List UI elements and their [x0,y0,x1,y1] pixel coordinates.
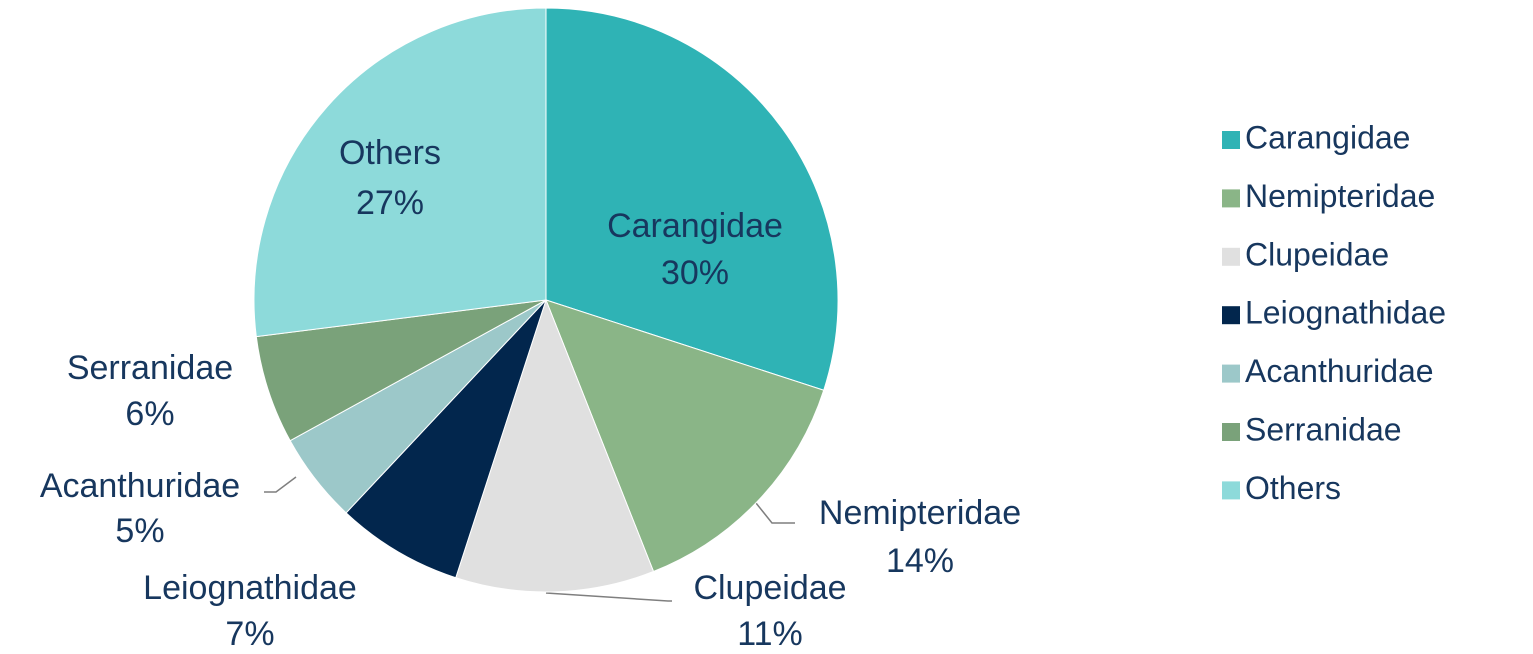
data-label-value: 27% [356,184,424,222]
legend-swatch [1222,131,1240,149]
data-label-name: Acanthuridae [40,467,240,505]
pie-slice [345,299,547,579]
data-label-name: Clupeidae [693,569,846,607]
data-label-value: 14% [886,542,954,580]
data-label-name: Leiognathidae [143,569,357,607]
legend-label: Carangidae [1245,119,1410,155]
leader-line [264,476,297,493]
data-label-name: Others [339,134,441,172]
pie-slice [545,299,825,573]
legend-swatch [1222,423,1240,441]
data-label-name: Carangidae [607,207,783,245]
legend-label: Acanthuridae [1245,353,1434,389]
legend-label: Leiognathidae [1245,295,1446,331]
pie-slice [455,298,655,593]
data-label-value: 30% [661,254,729,292]
data-label-name: Nemipteridae [819,494,1021,532]
data-label-value: 7% [225,615,274,653]
data-label-value: 11% [737,615,803,653]
legend-label: Others [1245,470,1341,506]
data-label-value: 6% [125,395,174,433]
legend-swatch [1222,481,1240,500]
pie-slice [545,7,839,391]
legend-swatch [1222,306,1240,325]
data-label-value: 5% [115,512,164,550]
legend-label: Serranidae [1245,411,1402,447]
legend-swatch [1222,189,1240,208]
legend-label: Nemipteridae [1245,178,1435,214]
legend-label: Clupeidae [1245,236,1389,272]
data-label-name: Serranidae [67,349,233,387]
leader-line [751,497,795,524]
leader-line [545,592,672,602]
legend-swatch [1222,247,1240,266]
pie-slice [253,7,547,338]
legend-swatch [1222,364,1240,383]
leader-lines [264,476,795,602]
